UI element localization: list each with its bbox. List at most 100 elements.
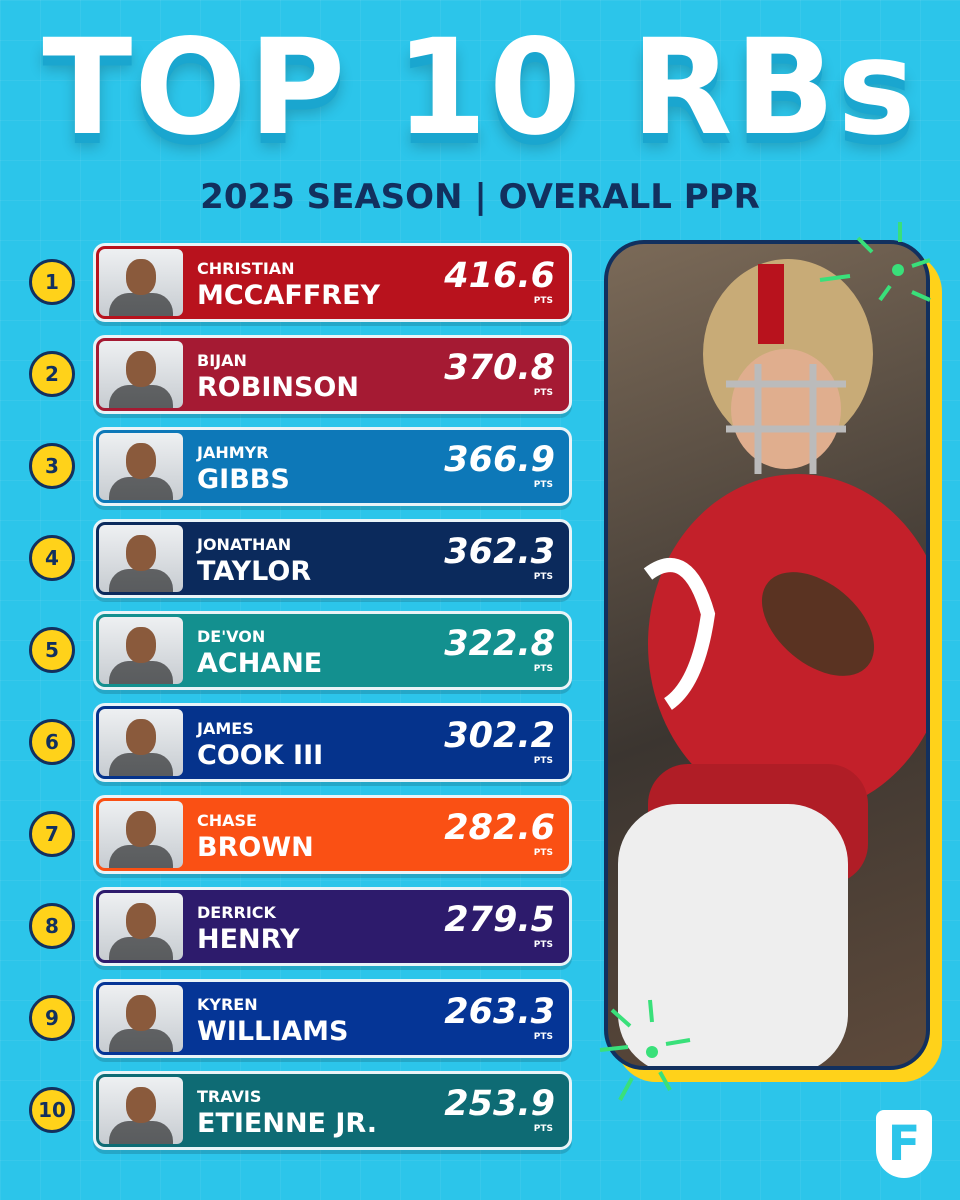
player-row: DE'VON ACHANE 322.8 PTS	[93, 611, 572, 690]
headshot-body	[109, 1121, 173, 1144]
headshot-body	[109, 845, 173, 868]
headshot	[99, 341, 183, 408]
last-name: COOK III	[197, 740, 324, 771]
points-unit: PTS	[533, 1124, 553, 1134]
points: 416.6	[444, 256, 555, 296]
player-row: CHASE BROWN 282.6 PTS	[93, 795, 572, 874]
headshot-face	[126, 903, 156, 939]
subtitle: 2025 SEASON | OVERALL PPR	[200, 177, 760, 217]
last-name: ACHANE	[197, 648, 323, 679]
pants	[618, 804, 848, 1066]
points: 282.6	[444, 808, 555, 848]
first-name: CHRISTIAN	[197, 259, 295, 278]
points-unit: PTS	[533, 572, 553, 582]
headshot-body	[109, 937, 173, 960]
headshot-body	[109, 1029, 173, 1052]
player-row: JAMES COOK III 302.2 PTS	[93, 703, 572, 782]
rank-badge: 6	[29, 719, 75, 765]
headshot-body	[109, 661, 173, 684]
last-name: TAYLOR	[197, 556, 312, 587]
points: 370.8	[444, 348, 555, 388]
points: 279.5	[444, 900, 555, 940]
last-name: WILLIAMS	[197, 1016, 349, 1047]
headshot-face	[126, 351, 156, 387]
headshot-face	[126, 259, 156, 295]
rank-badge: 9	[29, 995, 75, 1041]
logo: F	[876, 1110, 932, 1178]
points: 253.9	[444, 1084, 555, 1124]
last-name: MCCAFFREY	[197, 280, 381, 311]
headshot	[99, 709, 183, 776]
headshot	[99, 617, 183, 684]
points: 366.9	[444, 440, 555, 480]
points: 362.3	[444, 532, 555, 572]
football	[761, 572, 875, 676]
headshot-face	[126, 535, 156, 571]
player-row: DERRICK HENRY 279.5 PTS	[93, 887, 572, 966]
last-name: ETIENNE JR.	[197, 1108, 377, 1139]
rank-badge: 2	[29, 351, 75, 397]
points-unit: PTS	[533, 296, 553, 306]
points-unit: PTS	[533, 756, 553, 766]
points: 263.3	[444, 992, 555, 1032]
headshot-body	[109, 385, 173, 408]
headshot	[99, 525, 183, 592]
first-name: KYREN	[197, 995, 258, 1014]
helmet-stripe	[758, 264, 784, 344]
first-name: JAMES	[197, 719, 254, 738]
headshot	[99, 893, 183, 960]
first-name: JONATHAN	[197, 535, 292, 554]
points-unit: PTS	[533, 1032, 553, 1042]
rank-badge: 4	[29, 535, 75, 581]
headshot	[99, 1077, 183, 1144]
first-name: BIJAN	[197, 351, 247, 370]
number	[643, 558, 716, 710]
headshot-face	[126, 995, 156, 1031]
headshot-body	[109, 569, 173, 592]
headshot	[99, 249, 183, 316]
first-name: JAHMYR	[197, 443, 269, 462]
headshot-face	[126, 719, 156, 755]
headshot	[99, 985, 183, 1052]
points-unit: PTS	[533, 388, 553, 398]
last-name: HENRY	[197, 924, 300, 955]
title: TOP 10 RBs	[42, 11, 918, 165]
last-name: GIBBS	[197, 464, 290, 495]
player-row: CHRISTIAN MCCAFFREY 416.6 PTS	[93, 243, 572, 322]
face	[731, 349, 841, 469]
headshot-face	[126, 627, 156, 663]
first-name: DERRICK	[197, 903, 276, 922]
player-photo	[604, 240, 930, 1070]
player-row: TRAVIS ETIENNE JR. 253.9 PTS	[93, 1071, 572, 1150]
points: 322.8	[444, 624, 555, 664]
rank-badge: 8	[29, 903, 75, 949]
first-name: TRAVIS	[197, 1087, 262, 1106]
points-unit: PTS	[533, 848, 553, 858]
headshot-face	[126, 1087, 156, 1123]
player-row: JAHMYR GIBBS 366.9 PTS	[93, 427, 572, 506]
last-name: ROBINSON	[197, 372, 359, 403]
player-row: BIJAN ROBINSON 370.8 PTS	[93, 335, 572, 414]
first-name: CHASE	[197, 811, 257, 830]
points-unit: PTS	[533, 480, 553, 490]
player-row: JONATHAN TAYLOR 362.3 PTS	[93, 519, 572, 598]
points-unit: PTS	[533, 664, 553, 674]
headshot-body	[109, 293, 173, 316]
last-name: BROWN	[197, 832, 314, 863]
rank-badge: 10	[29, 1087, 75, 1133]
headshot-body	[109, 753, 173, 776]
photo-illustration	[618, 259, 926, 1066]
headshot-face	[126, 811, 156, 847]
rank-badge: 3	[29, 443, 75, 489]
rank-badge: 7	[29, 811, 75, 857]
headshot	[99, 433, 183, 500]
first-name: DE'VON	[197, 627, 266, 646]
points: 302.2	[444, 716, 555, 756]
headshot-body	[109, 477, 173, 500]
headshot-face	[126, 443, 156, 479]
headshot	[99, 801, 183, 868]
player-row: KYREN WILLIAMS 263.3 PTS	[93, 979, 572, 1058]
rank-badge: 1	[29, 259, 75, 305]
points-unit: PTS	[533, 940, 553, 950]
